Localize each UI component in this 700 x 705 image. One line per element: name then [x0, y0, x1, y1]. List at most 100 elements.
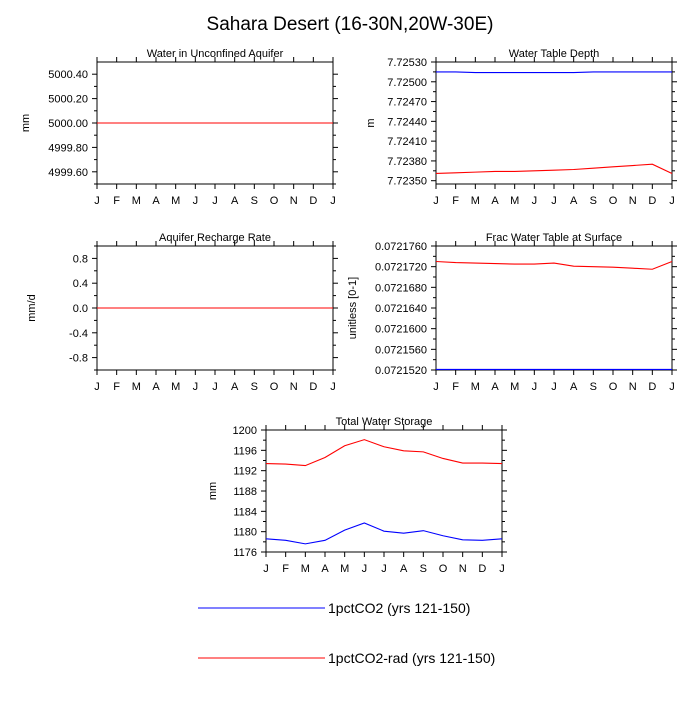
x-tick-label: M	[471, 381, 480, 393]
x-tick-label: J	[263, 563, 269, 575]
series-line-1pctco2-rad	[435, 260, 673, 270]
y-tick-label: 0.4	[73, 278, 88, 290]
x-tick-label: S	[590, 381, 597, 393]
x-tick-label: J	[94, 381, 100, 393]
x-tick-label: F	[113, 381, 120, 393]
x-tick-label: J	[193, 195, 199, 207]
x-tick-label: M	[132, 195, 141, 207]
x-tick-label: A	[491, 381, 499, 393]
y-tick-label: 0.0721640	[375, 303, 427, 315]
x-tick-label: D	[648, 195, 656, 207]
x-tick-label: M	[510, 195, 519, 207]
y-tick-label: 1184	[233, 506, 257, 518]
x-tick-label: J	[193, 381, 199, 393]
x-tick-label: F	[452, 381, 459, 393]
x-tick-label: D	[478, 563, 486, 575]
x-tick-label: F	[452, 195, 459, 207]
plot-frame	[435, 245, 673, 371]
x-tick-label: A	[400, 563, 408, 575]
legend-label: 1pctCO2 (yrs 121-150)	[328, 600, 470, 616]
y-tick-label: 7.72500	[387, 77, 427, 89]
y-tick-label: 1200	[233, 425, 257, 437]
y-axis-label: mm	[20, 114, 32, 132]
y-tick-label: 7.72470	[387, 97, 427, 109]
y-tick-label: 1180	[233, 527, 257, 539]
y-tick-label: 0.0721560	[375, 344, 427, 356]
y-tick-label: 5000.20	[48, 94, 88, 106]
y-tick-label: 0.0721520	[375, 365, 427, 377]
series-line-1pctco2-rad	[265, 439, 503, 467]
x-tick-label: J	[433, 195, 439, 207]
x-tick-label: N	[629, 195, 637, 207]
y-tick-label: 7.72530	[387, 57, 427, 69]
series-line-1pctco2	[436, 71, 672, 74]
x-tick-label: A	[570, 381, 578, 393]
x-tick-label: M	[510, 381, 519, 393]
x-tick-label: M	[132, 381, 141, 393]
x-tick-label: J	[362, 563, 368, 575]
panel-title: Water in Unconfined Aquifer	[147, 48, 284, 60]
x-tick-label: N	[459, 563, 467, 575]
x-tick-label: S	[251, 381, 258, 393]
x-tick-label: A	[152, 381, 160, 393]
x-tick-label: J	[330, 195, 336, 207]
x-tick-label: J	[551, 195, 557, 207]
x-tick-label: N	[290, 195, 298, 207]
x-tick-label: O	[270, 381, 279, 393]
x-tick-label: F	[113, 195, 120, 207]
x-tick-label: J	[94, 195, 100, 207]
y-axis-label: unitless [0-1]	[347, 277, 359, 339]
x-tick-label: J	[532, 195, 538, 207]
y-axis-label: m	[365, 118, 377, 127]
x-tick-label: J	[212, 195, 218, 207]
y-tick-label: 1196	[233, 445, 257, 457]
y-tick-label: 5000.00	[48, 118, 88, 130]
y-tick-label: 1192	[233, 466, 257, 478]
x-tick-label: S	[420, 563, 427, 575]
x-tick-label: D	[309, 381, 317, 393]
x-tick-label: J	[330, 381, 336, 393]
series-line-1pctco2-rad	[435, 163, 673, 174]
figure-title: Sahara Desert (16-30N,20W-30E)	[207, 14, 494, 35]
y-tick-label: -0.8	[69, 353, 88, 365]
x-tick-label: S	[251, 195, 258, 207]
x-tick-label: J	[381, 563, 387, 575]
x-tick-label: D	[648, 381, 656, 393]
x-tick-label: D	[309, 195, 317, 207]
y-tick-label: 0.0	[73, 303, 88, 315]
y-axis-label: mm	[207, 482, 219, 500]
plot-frame	[265, 429, 503, 553]
panel-title: Aquifer Recharge Rate	[159, 232, 271, 244]
x-tick-label: M	[301, 563, 310, 575]
x-tick-label: N	[629, 381, 637, 393]
legend: 1pctCO2 (yrs 121-150) 1pctCO2-rad (yrs 12…	[198, 600, 495, 666]
x-tick-label: A	[231, 195, 239, 207]
panel-title: Total Water Storage	[336, 416, 433, 428]
panel-title: Water Table Depth	[509, 48, 600, 60]
x-tick-label: J	[212, 381, 218, 393]
x-tick-label: O	[439, 563, 448, 575]
x-tick-label: A	[491, 195, 499, 207]
x-tick-label: J	[532, 381, 538, 393]
x-tick-label: O	[270, 195, 279, 207]
y-axis-label: mm/d	[26, 294, 38, 322]
x-tick-label: M	[171, 381, 180, 393]
y-tick-label: -0.4	[69, 328, 88, 340]
x-tick-label: A	[152, 195, 160, 207]
x-tick-label: A	[231, 381, 239, 393]
y-tick-label: 7.72440	[387, 116, 427, 128]
y-tick-label: 0.0721720	[375, 262, 427, 274]
x-tick-label: F	[282, 563, 289, 575]
x-tick-label: J	[551, 381, 557, 393]
x-tick-label: M	[471, 195, 480, 207]
x-tick-label: N	[290, 381, 298, 393]
x-tick-label: A	[321, 563, 329, 575]
x-tick-label: O	[609, 381, 618, 393]
y-tick-label: 0.8	[73, 253, 88, 265]
y-tick-label: 7.72380	[387, 156, 427, 168]
y-tick-label: 1176	[233, 547, 257, 559]
